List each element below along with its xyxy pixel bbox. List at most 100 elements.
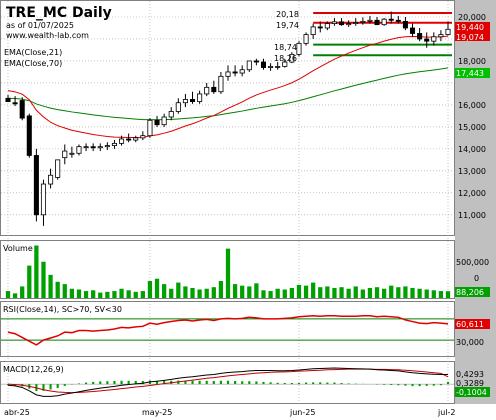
as-of-date: as of 01/07/2025 <box>6 21 74 30</box>
volume-bar <box>76 289 82 298</box>
volume-bar <box>360 289 365 298</box>
macd-hist-tag-bg <box>455 387 490 397</box>
candle-up <box>303 34 309 44</box>
candle-up <box>175 102 181 112</box>
x-label-apr: abr-25 <box>4 408 30 417</box>
candle-down <box>395 19 401 22</box>
volume-bar <box>254 283 259 298</box>
volume-bar <box>240 285 245 298</box>
x-label-may: may-25 <box>142 408 172 417</box>
candle-down <box>424 38 430 42</box>
volume-bar <box>403 286 408 298</box>
candle-up <box>133 137 139 141</box>
price-y-tick: 15,000 <box>458 123 486 132</box>
volume-bar <box>83 291 89 298</box>
ema21-tag-bg <box>455 32 490 41</box>
candle-up <box>296 42 302 55</box>
price-y-tick: 18,000 <box>458 57 486 66</box>
volume-bar <box>204 288 209 298</box>
macd-line <box>7 367 449 397</box>
candle-up <box>367 19 373 22</box>
candle-up <box>182 99 188 104</box>
candlesticks <box>5 11 451 226</box>
volume-y-tick-500k: 500,000 <box>456 258 489 267</box>
volume-bar <box>176 282 181 298</box>
volume-bar <box>119 288 124 298</box>
volume-bar <box>5 291 11 298</box>
candle-down <box>388 18 394 21</box>
volume-bar <box>190 287 195 298</box>
candle-up <box>161 116 167 126</box>
candle-up <box>197 93 203 103</box>
volume-bar <box>382 288 387 298</box>
last-price-tag-bg <box>455 22 490 32</box>
price-y-tick: 12,000 <box>458 189 486 198</box>
volume-tag: 88,206 <box>456 288 484 297</box>
volume-bar <box>91 290 96 298</box>
candle-down <box>374 19 380 26</box>
volume-bar <box>48 274 53 298</box>
volume-bar <box>112 291 117 298</box>
volume-label: Volume <box>3 244 33 253</box>
candle-up <box>140 135 146 139</box>
volume-bar <box>396 287 401 298</box>
site-url: www.wealth-lab.com <box>6 31 89 40</box>
volume-bar <box>232 284 238 298</box>
volume-bar <box>133 291 138 298</box>
candle-up <box>246 60 252 71</box>
volume-bar <box>410 287 415 298</box>
volume-bar <box>140 291 145 298</box>
macd-tag-1: 0,4293 <box>456 370 484 379</box>
candle-up <box>48 174 54 185</box>
volume-bar <box>332 287 337 298</box>
macd-tag-3: -0,1004 <box>456 388 487 397</box>
rsi-line <box>7 314 449 346</box>
candle-down <box>417 33 423 40</box>
volume-y-tick-0: 0 <box>474 274 479 283</box>
candle-up <box>331 21 337 24</box>
candle-down <box>232 71 238 74</box>
candle-up <box>218 75 224 93</box>
level-label-4: 18,26 <box>274 54 297 63</box>
volume-bar <box>325 286 330 298</box>
last-price-tag: 19,440 <box>456 23 484 32</box>
volume-bar <box>154 278 160 298</box>
candle-up <box>268 66 274 68</box>
volume-bar <box>367 287 373 298</box>
volume-bar <box>346 288 351 298</box>
price-y-tick: 13,000 <box>458 167 486 176</box>
x-label-jun: jun-25 <box>289 408 315 417</box>
rsi-tag: 60,611 <box>456 320 484 329</box>
rsi-lines <box>1 314 454 346</box>
y-axis-background <box>455 0 496 404</box>
macd-tag-2: 0,3289 <box>456 379 484 388</box>
candle-down <box>154 119 160 126</box>
candle-up <box>62 150 68 159</box>
candle-up <box>111 142 117 146</box>
candle-up <box>431 36 437 42</box>
volume-bar <box>69 288 74 298</box>
candle-up <box>69 152 75 155</box>
candle-up <box>445 28 451 35</box>
candle-down <box>211 86 217 93</box>
volume-bar <box>98 292 103 298</box>
volume-bar <box>105 291 110 298</box>
volume-bar <box>268 291 273 298</box>
volume-bar <box>389 285 394 298</box>
candle-up <box>275 66 281 68</box>
macd-lines <box>1 367 454 397</box>
rsi-y-tick-30: 30,000 <box>456 338 484 347</box>
volume-bar <box>169 288 174 298</box>
candle-up <box>204 86 210 95</box>
ema21-label: EMA(Close,21) <box>4 48 62 57</box>
ema70-line <box>7 67 449 121</box>
volume-bar <box>289 287 294 298</box>
candle-down <box>26 115 32 156</box>
volume-bar <box>183 286 188 298</box>
volume-tag-bg <box>455 287 490 297</box>
volume-bar <box>438 291 444 298</box>
candle-up <box>76 146 82 154</box>
candle-down <box>12 102 18 105</box>
ema70-tag: 17,443 <box>456 69 484 78</box>
candle-up <box>310 26 316 35</box>
